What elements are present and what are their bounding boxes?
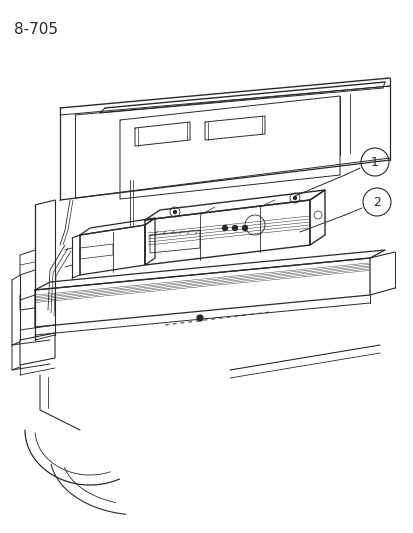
- Circle shape: [242, 225, 247, 230]
- Text: 8-705: 8-705: [14, 22, 58, 37]
- Circle shape: [197, 315, 202, 321]
- Circle shape: [222, 225, 227, 230]
- Text: 1: 1: [370, 156, 378, 168]
- Circle shape: [293, 197, 296, 199]
- Circle shape: [232, 225, 237, 230]
- Circle shape: [173, 211, 176, 214]
- Text: 2: 2: [372, 196, 380, 208]
